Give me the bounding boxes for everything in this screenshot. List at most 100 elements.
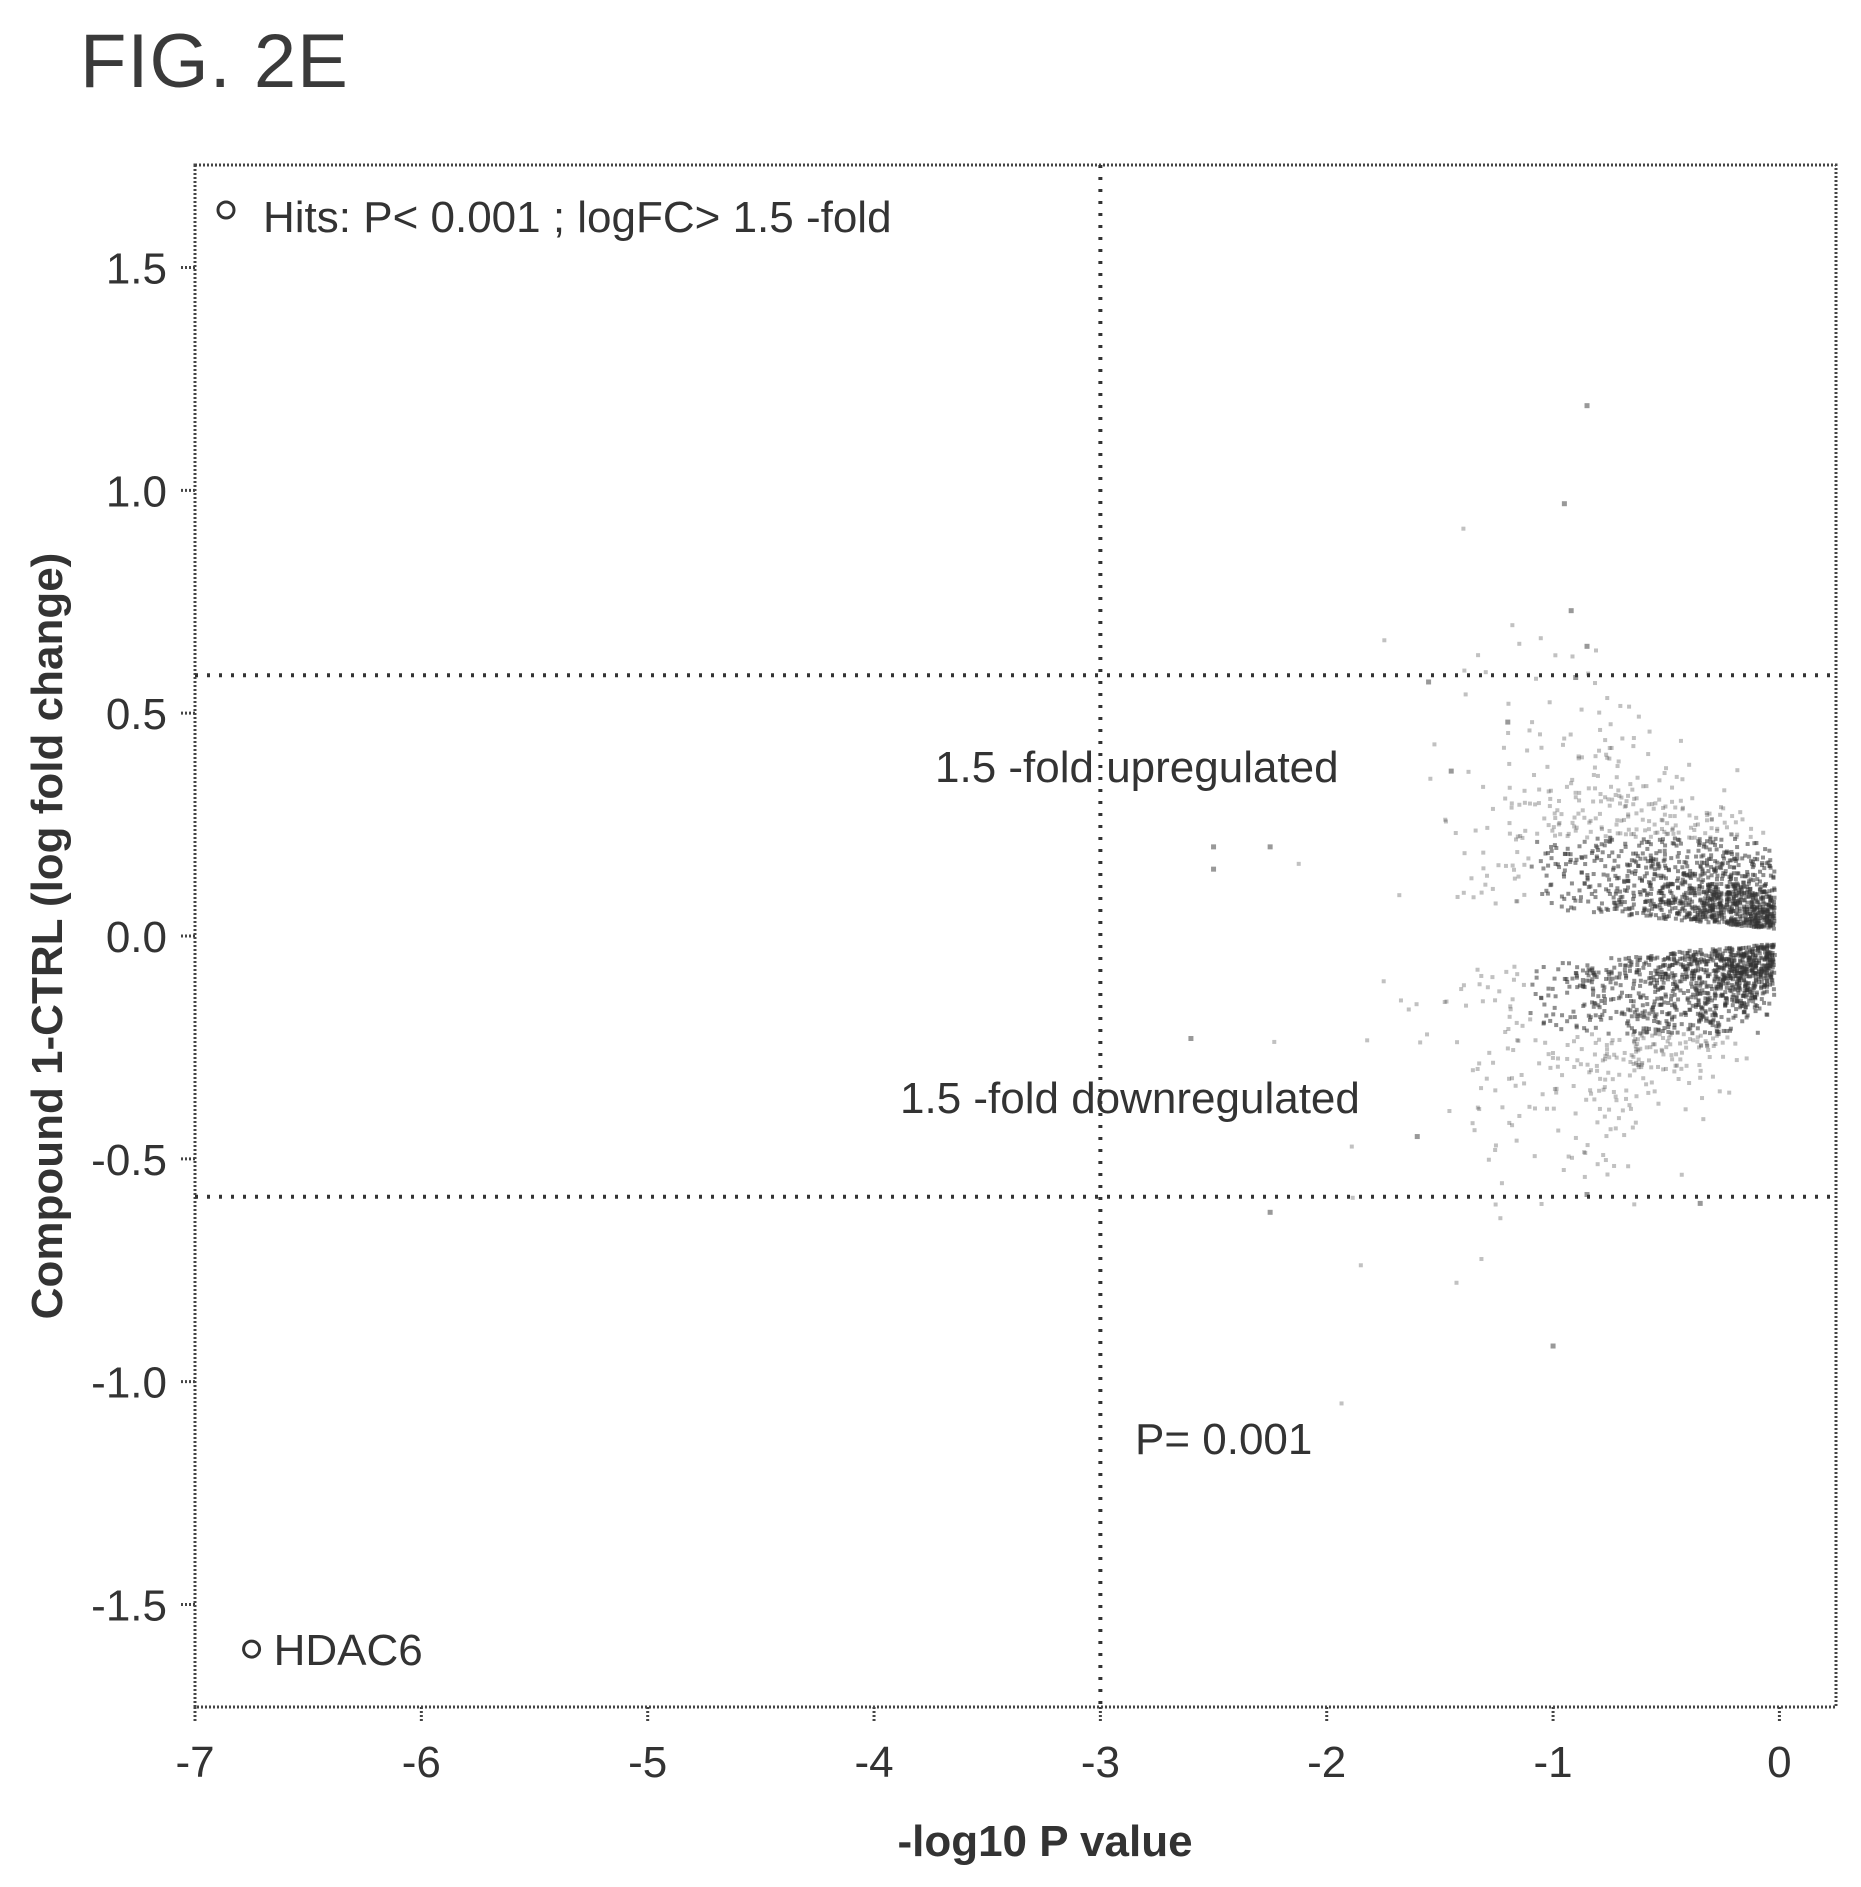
scatter-point: [1676, 1076, 1681, 1081]
scatter-point: [1730, 977, 1735, 982]
scatter-point: [1665, 1039, 1670, 1044]
scatter-point: [1705, 813, 1710, 818]
scatter-point: [1733, 877, 1738, 882]
scatter-point: [1697, 1200, 1703, 1206]
scatter-point: [1755, 960, 1760, 965]
scatter-point: [1600, 983, 1605, 988]
scatter-point: [1767, 848, 1772, 853]
scatter-point: [1534, 676, 1539, 681]
scatter-point: [1626, 878, 1631, 883]
scatter-point: [1549, 856, 1554, 861]
scatter-point: [1687, 897, 1692, 902]
scatter-point: [1663, 863, 1668, 868]
scatter-point: [1633, 1037, 1638, 1042]
scatter-point: [1641, 784, 1646, 789]
scatter-point: [1682, 915, 1687, 920]
scatter-point: [1517, 802, 1522, 807]
scatter-point: [1734, 995, 1739, 1000]
scatter-point: [1695, 1011, 1700, 1016]
scatter-point: [1745, 1002, 1750, 1007]
scatter-point: [1771, 908, 1776, 913]
scatter-point: [1594, 854, 1599, 859]
scatter-point: [1736, 871, 1741, 876]
scatter-point: [1707, 1031, 1712, 1036]
scatter-point: [1693, 917, 1698, 922]
scatter-point: [1546, 993, 1551, 998]
scatter-point: [1490, 975, 1495, 980]
scatter-point: [1652, 1089, 1657, 1094]
scatter-point: [1708, 884, 1713, 889]
scatter-point: [1634, 1047, 1639, 1052]
scatter-point: [1666, 1012, 1671, 1017]
scatter-point: [1668, 997, 1673, 1002]
scatter-point: [1751, 924, 1756, 929]
scatter-point: [1755, 1030, 1760, 1035]
scatter-point: [1713, 895, 1718, 900]
scatter-point: [1483, 882, 1488, 887]
scatter-point: [1537, 787, 1542, 792]
scatter-point: [1610, 976, 1615, 981]
scatter-point: [1733, 953, 1738, 958]
scatter-point: [1640, 1010, 1645, 1015]
scatter-point: [1627, 1103, 1632, 1108]
scatter-point: [1507, 831, 1512, 836]
scatter-point: [1582, 1026, 1587, 1031]
scatter-point: [1640, 1061, 1645, 1066]
scatter-point: [1744, 894, 1749, 899]
scatter-point: [1547, 804, 1552, 809]
scatter-point: [1493, 1088, 1498, 1093]
scatter-point: [1615, 886, 1620, 891]
scatter-point: [1606, 1070, 1611, 1075]
scatter-point: [1555, 808, 1560, 813]
scatter-point: [1754, 882, 1759, 887]
scatter-point: [1670, 826, 1675, 831]
scatter-point: [1721, 1028, 1726, 1033]
scatter-point: [1572, 824, 1577, 829]
scatter-point: [1607, 746, 1612, 751]
scatter-point: [1627, 907, 1632, 912]
scatter-point: [1645, 1016, 1650, 1021]
scatter-point: [1649, 956, 1654, 961]
scatter-point: [1507, 761, 1512, 766]
scatter-point: [1661, 893, 1666, 898]
scatter-point: [1614, 1009, 1619, 1014]
scatter-point: [1646, 956, 1651, 961]
scatter-point: [1650, 1033, 1655, 1038]
scatter-point: [1550, 1343, 1556, 1349]
scatter-point: [1721, 871, 1726, 876]
scatter-point: [1670, 827, 1675, 832]
scatter-point: [1533, 992, 1538, 997]
scatter-point: [1642, 888, 1647, 893]
scatter-point: [1598, 907, 1603, 912]
scatter-point: [1661, 916, 1666, 921]
scatter-point: [1579, 870, 1584, 875]
scatter-point: [1657, 797, 1662, 802]
scatter-point: [1637, 972, 1642, 977]
scatter-point: [1648, 842, 1653, 847]
scatter-point: [1688, 869, 1693, 874]
scatter-point: [1655, 955, 1660, 960]
scatter-point: [1696, 950, 1701, 955]
scatter-point: [1676, 830, 1681, 835]
scatter-cloud: [1188, 403, 1777, 1406]
scatter-point: [1759, 942, 1764, 947]
scatter-point: [1565, 1043, 1570, 1048]
scatter-point: [1631, 999, 1636, 1004]
scatter-point: [1722, 962, 1727, 967]
scatter-point: [1553, 833, 1558, 838]
scatter-point: [1725, 920, 1730, 925]
scatter-point: [1622, 1050, 1627, 1055]
scatter-point: [1652, 1013, 1657, 1018]
scatter-point: [1476, 653, 1481, 658]
scatter-point: [1687, 948, 1692, 953]
scatter-point: [1397, 893, 1402, 898]
scatter-point: [1736, 988, 1741, 993]
scatter-point: [1729, 852, 1734, 857]
scatter-point: [1655, 1064, 1660, 1069]
scatter-point: [1717, 902, 1722, 907]
scatter-point: [1674, 1007, 1679, 1012]
scatter-point: [1757, 980, 1762, 985]
scatter-point: [1742, 874, 1747, 879]
scatter-point: [1548, 796, 1553, 801]
scatter-point: [1756, 925, 1761, 930]
